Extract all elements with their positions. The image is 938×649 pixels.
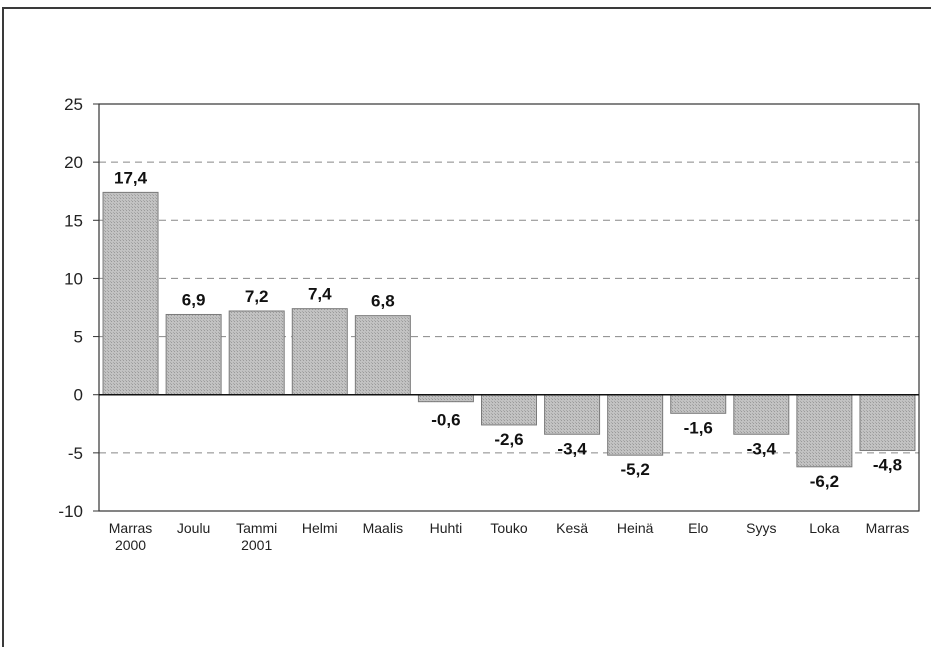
x-category-label: Kesä	[556, 520, 588, 536]
y-tick-label: 25	[64, 95, 83, 114]
x-category-label: Marras 2000	[109, 520, 153, 553]
x-category-label: Touko	[490, 520, 528, 536]
x-category-label: Maalis	[363, 520, 403, 536]
bar	[165, 313, 222, 396]
y-tick-label: 15	[64, 211, 83, 230]
bars	[102, 191, 916, 468]
data-label: -3,4	[747, 439, 777, 458]
y-tick-label: 10	[64, 269, 83, 288]
x-category-label: Loka	[809, 520, 840, 536]
data-labels: 17,4 6,9 7,2 7,4 6,8 -0,6 -2,6 -3,4 -5,2 -1,6 -3,4…	[114, 168, 902, 490]
y-tick-label: 5	[74, 328, 83, 347]
x-category-label: Marras	[866, 520, 910, 536]
y-tick-label: 20	[64, 153, 83, 172]
data-label: -0,6	[431, 411, 460, 430]
axes	[98, 103, 920, 512]
bar	[544, 394, 601, 435]
data-label: -1,6	[684, 418, 713, 437]
y-tick-label: -5	[68, 444, 83, 463]
x-category-label: Elo	[688, 520, 708, 536]
y-axis-ticks: 25 20 15 10 5 0 -5 -10	[58, 95, 99, 521]
bar	[607, 394, 664, 456]
data-label: 6,9	[182, 290, 206, 309]
data-label: -6,2	[810, 472, 839, 491]
bar	[481, 394, 537, 426]
x-category-label: Huhti	[430, 520, 463, 536]
bar	[354, 315, 411, 396]
data-label: 7,2	[245, 287, 269, 306]
y-tick-label: -10	[58, 502, 83, 521]
data-label: 17,4	[114, 168, 148, 187]
bar	[670, 394, 727, 414]
x-axis-labels: Marras 2000 Joulu Tammi 2001 Helmi Maalis Huhti…	[109, 520, 909, 553]
x-category-label: Joulu	[177, 520, 210, 536]
x-category-label: Syys	[746, 520, 776, 536]
data-label: -5,2	[621, 460, 650, 479]
bar	[417, 394, 474, 403]
data-label: -4,8	[873, 456, 902, 475]
plot-border	[98, 103, 920, 512]
bar	[859, 394, 916, 452]
x-category-label: Tammi 2001	[236, 520, 277, 553]
y-tick-label: 0	[74, 386, 83, 405]
bar	[102, 191, 159, 396]
data-label: 7,4	[308, 285, 332, 304]
x-category-label: Helmi	[302, 520, 338, 536]
bar	[733, 394, 790, 435]
data-label: -2,6	[494, 430, 523, 449]
bar	[796, 394, 853, 468]
bar	[228, 310, 285, 396]
data-label: 6,8	[371, 292, 395, 311]
data-label: -3,4	[557, 439, 587, 458]
x-category-label: Heinä	[617, 520, 654, 536]
bar	[291, 308, 348, 396]
